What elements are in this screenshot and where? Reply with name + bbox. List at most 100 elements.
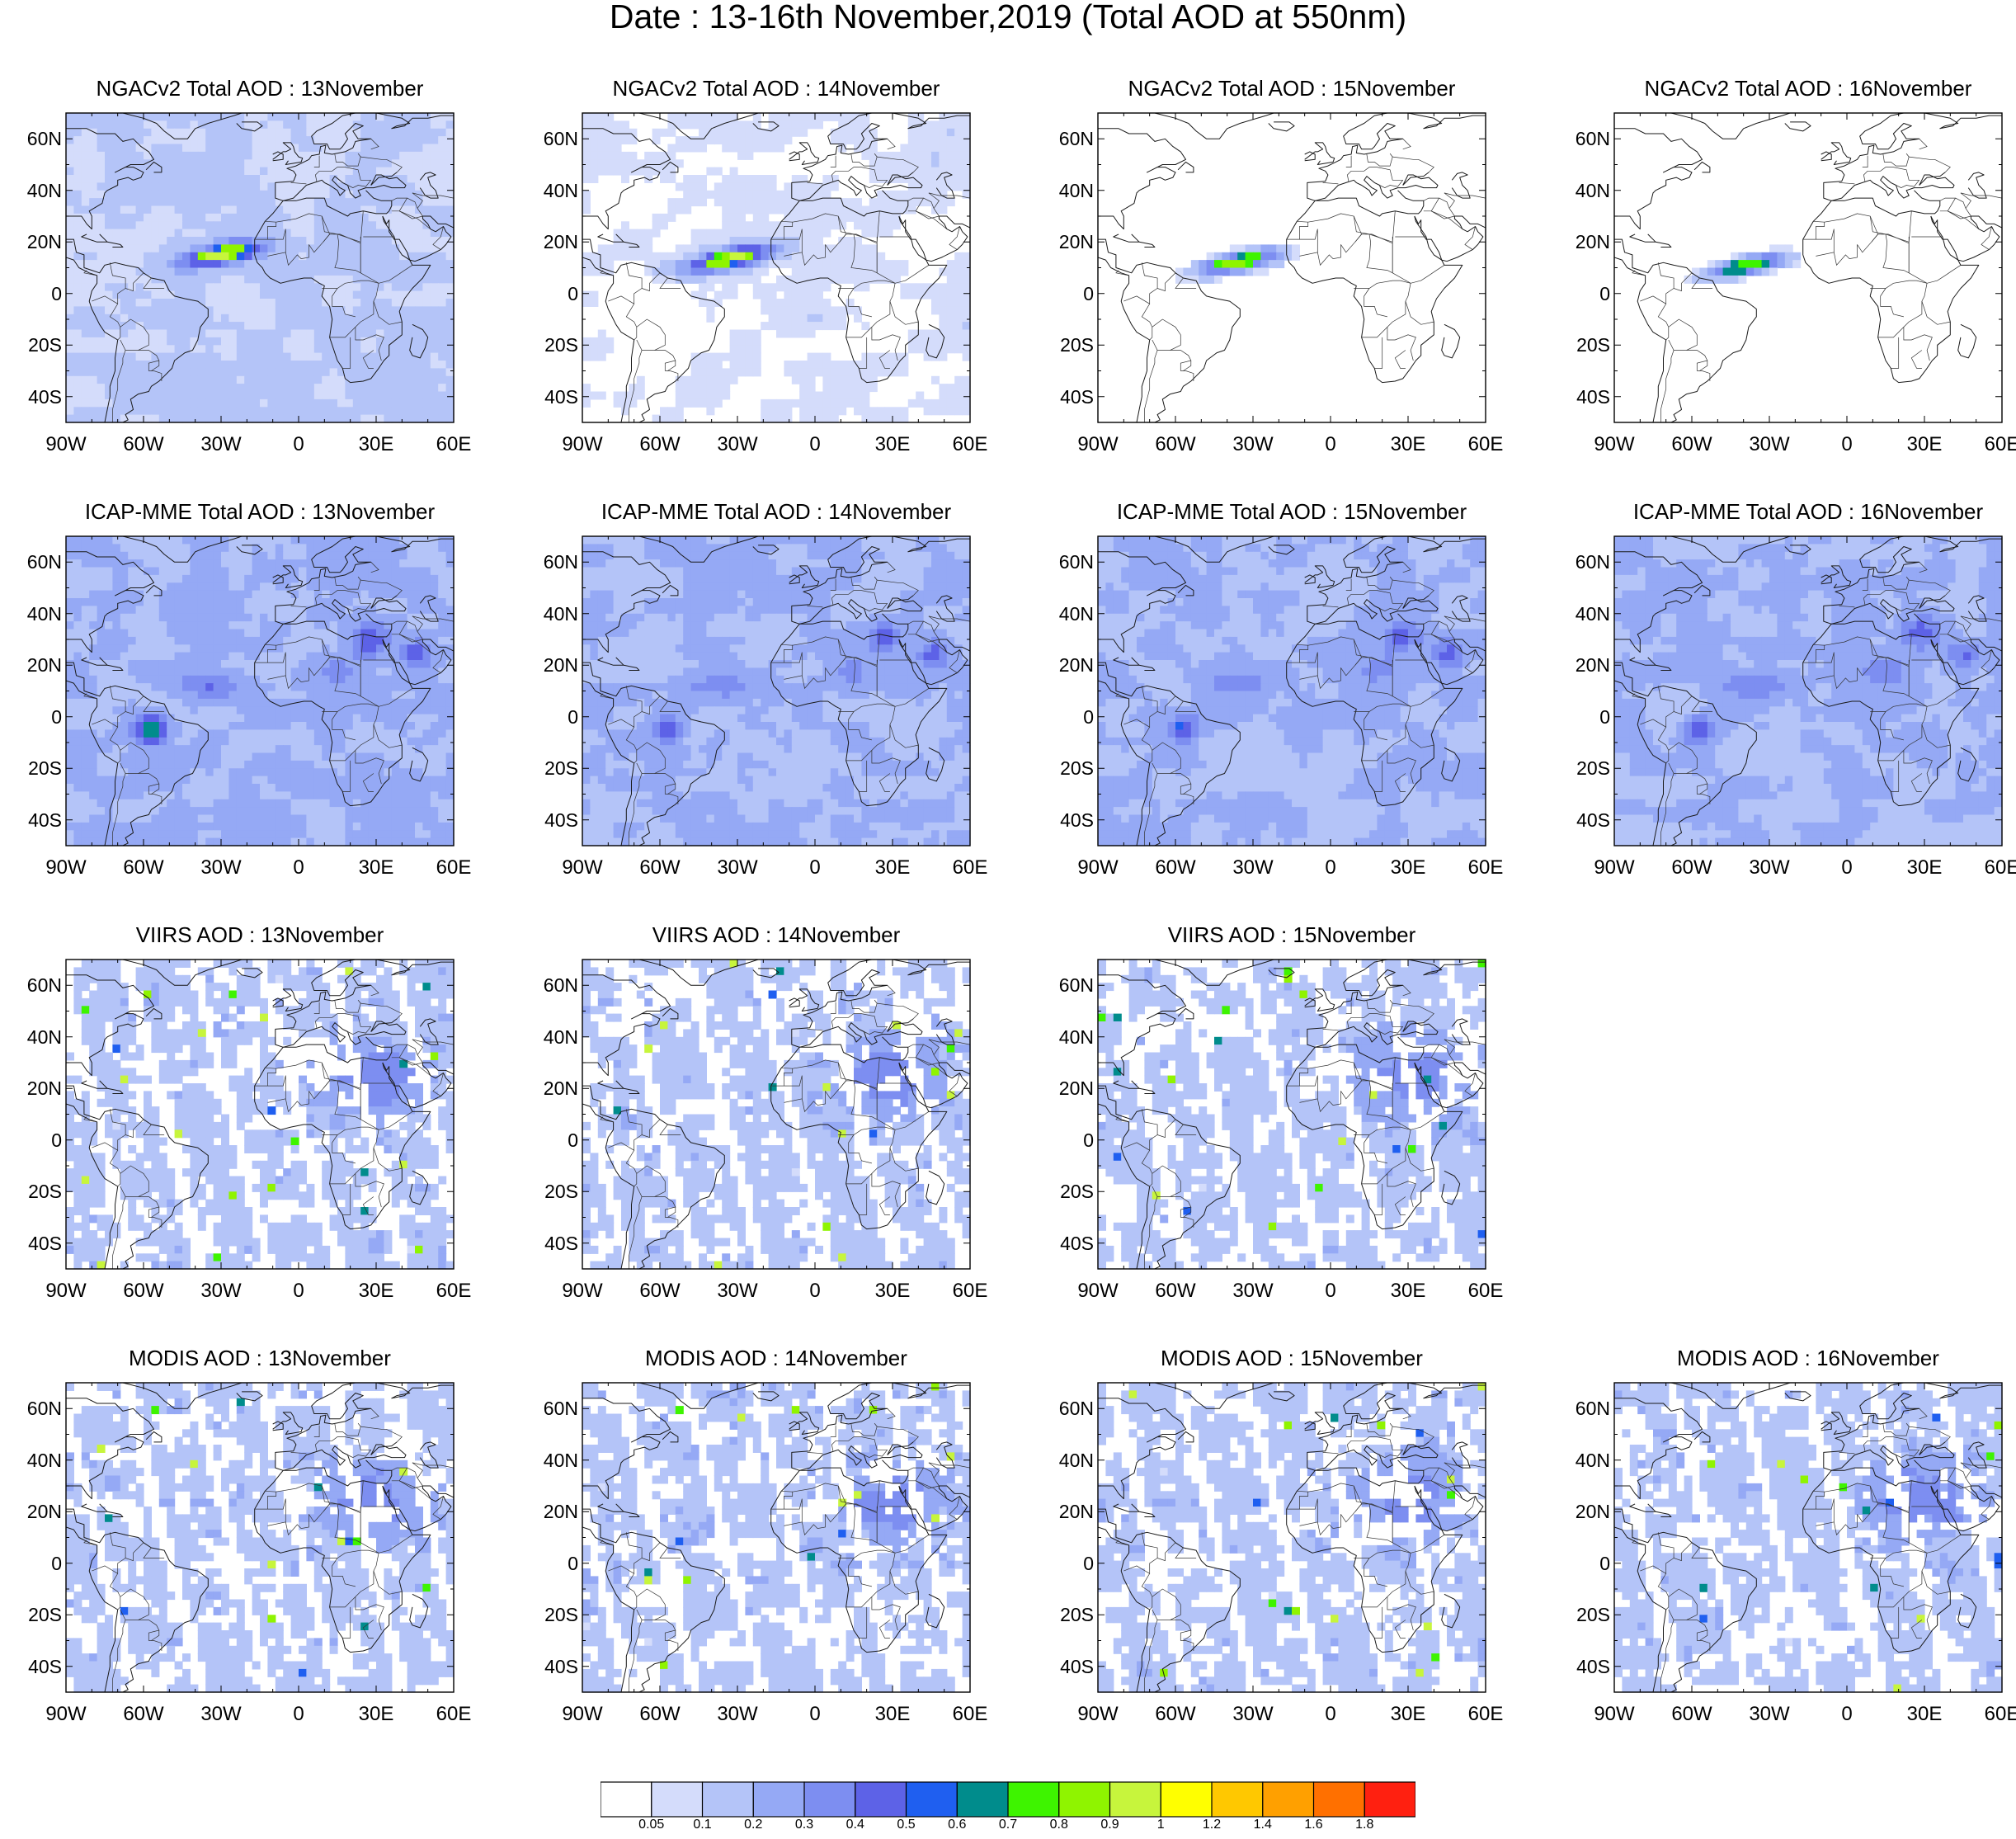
lon-tick-label: 30W: [188, 1280, 254, 1302]
lon-tick-label: 90W: [1065, 434, 1131, 455]
tick-marks: [65, 535, 455, 846]
lat-tick-label: 20S: [533, 1181, 578, 1201]
panel-title: MODIS AOD : 15November: [1048, 1346, 1535, 1371]
lon-tick-label: 60W: [111, 434, 177, 455]
lon-tick-label: 60E: [937, 1280, 1003, 1302]
aod-map: [1613, 112, 2003, 423]
panel-title: MODIS AOD : 16November: [1565, 1346, 2016, 1371]
lon-tick-label: 60E: [1453, 1280, 1519, 1302]
lon-tick-label: 60E: [1969, 857, 2016, 879]
lon-tick-label: 30E: [1891, 434, 1957, 455]
lat-tick-label: 0: [1048, 707, 1094, 727]
colorbar-box: [701, 1781, 754, 1818]
colorbar: 0.05 0.1 0.2 0.3 0.4 0.5 0.6 0.7 0.8 0.9 1 1.2 1.4 1.…: [601, 1781, 1415, 1839]
colorbar-label: 1.6: [1293, 1818, 1335, 1832]
colorbar-box: [1109, 1781, 1161, 1818]
tick-marks: [65, 1382, 455, 1693]
colorbar-box: [803, 1781, 856, 1818]
lon-tick-label: 60E: [1453, 857, 1519, 879]
map-panel: NGACv2 Total AOD : 16November 60N 40N 20N 0 2…: [1565, 76, 2016, 455]
lat-tick-label: 40N: [533, 604, 578, 624]
lat-tick-label: 0: [1048, 1130, 1094, 1150]
colorbar-box: [651, 1781, 704, 1818]
lon-tick-label: 60E: [1453, 1704, 1519, 1725]
colorbar-box: [855, 1781, 907, 1818]
lat-tick-label: 60N: [16, 975, 62, 995]
aod-map: [65, 112, 455, 423]
lat-tick-label: 0: [1048, 284, 1094, 304]
map-panel: NGACv2 Total AOD : 15November 60N 40N 20N 0 2…: [1048, 76, 1535, 455]
tick-marks: [1613, 1382, 2003, 1693]
lat-tick-label: 40S: [1048, 387, 1094, 407]
lon-tick-label: 0: [1814, 434, 1880, 455]
lon-tick-label: 0: [266, 434, 332, 455]
tick-marks: [65, 959, 455, 1270]
lon-tick-label: 60W: [627, 857, 693, 879]
colorbar-label: 0.4: [835, 1818, 876, 1832]
colorbar-box: [601, 1781, 652, 1818]
lon-tick-label: 30W: [704, 857, 770, 879]
lat-tick-label: 60N: [1048, 975, 1094, 995]
colorbar-box: [1007, 1781, 1060, 1818]
colorbar-label: 1.2: [1191, 1818, 1232, 1832]
lon-tick-label: 30W: [188, 434, 254, 455]
colorbar-label: 0.5: [886, 1818, 927, 1832]
panel-title: ICAP-MME Total AOD : 16November: [1565, 499, 2016, 525]
lon-tick-label: 0: [1298, 434, 1364, 455]
lat-tick-label: 40S: [1048, 1657, 1094, 1676]
lat-tick-label: 60N: [533, 975, 578, 995]
lat-tick-label: 60N: [533, 552, 578, 572]
lat-tick-label: 40S: [16, 1657, 62, 1676]
lat-tick-label: 0: [1565, 1554, 1610, 1573]
coastline-overlay: [1614, 113, 2002, 422]
lat-tick-label: 20S: [1048, 1605, 1094, 1624]
tick-marks: [582, 535, 971, 846]
colorbar-label: 1.4: [1242, 1818, 1284, 1832]
map-panel: ICAP-MME Total AOD : 15November 60N 40N 20N…: [1048, 499, 1535, 879]
panel-title: NGACv2 Total AOD : 16November: [1565, 76, 2016, 101]
lat-tick-label: 20S: [1565, 758, 1610, 778]
lat-tick-label: 40S: [1565, 1657, 1610, 1676]
lat-tick-label: 60N: [16, 1398, 62, 1418]
lon-tick-label: 60W: [1142, 1704, 1208, 1725]
map-panel: MODIS AOD : 15November 60N 40N 20N 0 20S 40S 90…: [1048, 1346, 1535, 1725]
panel-title: NGACv2 Total AOD : 15November: [1048, 76, 1535, 101]
border-overlay: [1115, 985, 1486, 1269]
lon-tick-label: 90W: [549, 857, 615, 879]
lat-tick-label: 40S: [533, 387, 578, 407]
lat-tick-label: 20N: [16, 1078, 62, 1098]
lat-tick-label: 20N: [533, 1078, 578, 1098]
lat-tick-label: 40N: [1565, 604, 1610, 624]
tick-marks: [1097, 112, 1486, 423]
colorbar-label: 0.3: [784, 1818, 825, 1832]
lon-tick-label: 60W: [1659, 1704, 1725, 1725]
lon-tick-label: 0: [1298, 1704, 1364, 1725]
tick-marks: [582, 1382, 971, 1693]
tick-marks: [1097, 1382, 1486, 1693]
lon-tick-label: 30E: [1375, 857, 1441, 879]
lon-tick-label: 90W: [33, 857, 99, 879]
map-panel: VIIRS AOD : 15November 60N 40N 20N 0 20S 40S 90…: [1048, 922, 1535, 1302]
lon-tick-label: 30W: [1736, 1704, 1802, 1725]
lat-tick-label: 0: [1565, 284, 1610, 304]
lon-tick-label: 30E: [1375, 434, 1441, 455]
colorbar-boxes: [601, 1781, 1415, 1818]
lat-tick-label: 40S: [1565, 810, 1610, 830]
lon-tick-label: 60E: [1969, 434, 2016, 455]
lat-tick-label: 20N: [533, 1502, 578, 1521]
lat-tick-label: 60N: [1565, 129, 1610, 149]
lon-tick-label: 60W: [1659, 857, 1725, 879]
lat-tick-label: 40N: [1048, 181, 1094, 200]
lat-tick-label: 20S: [533, 335, 578, 355]
lon-tick-label: 30W: [1736, 857, 1802, 879]
lon-tick-label: 60W: [111, 857, 177, 879]
lat-tick-label: 20N: [1048, 655, 1094, 675]
lon-tick-label: 60W: [1142, 857, 1208, 879]
map-panel: ICAP-MME Total AOD : 16November 60N 40N 20N…: [1565, 499, 2016, 879]
lat-tick-label: 20N: [1565, 232, 1610, 252]
lat-tick-label: 20S: [1048, 758, 1094, 778]
lon-tick-label: 60W: [627, 434, 693, 455]
lat-tick-label: 40N: [1565, 1450, 1610, 1470]
panel-title: NGACv2 Total AOD : 13November: [16, 76, 503, 101]
lat-tick-label: 40N: [16, 1027, 62, 1047]
